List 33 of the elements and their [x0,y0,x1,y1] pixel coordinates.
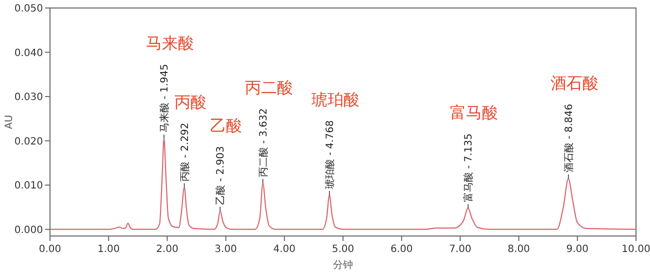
x-tick-label: 3.00 [214,244,237,255]
y-axis-title: AU [4,114,15,130]
annotation: 琥珀酸 [311,90,360,109]
annotation: 丙酸 - 2.292 [178,122,191,182]
annotation: 乙酸 [210,116,242,135]
x-tick-label: 6.00 [390,244,413,255]
y-tick-label: 0.000 [14,224,43,236]
x-tick-label: 4.00 [273,244,296,255]
x-tick-label: 2.00 [156,244,178,255]
y-tick-label: 0.040 [14,48,43,59]
y-tick-label: 0.010 [14,180,43,192]
annotation: 富马酸 [450,103,498,122]
annotation: 马来酸 [146,34,194,53]
annotation: 丙二酸 [244,78,293,97]
annotation: 酒石酸 - 8.846 [562,104,575,172]
annotation: 丙酸 [174,92,206,112]
y-tick-label: 0.030 [14,92,43,104]
x-tick-label: 7.00 [449,244,472,255]
x-tick-label: 5.00 [332,244,354,255]
y-tick-label: 0.020 [14,136,43,148]
x-tick-label: 0.00 [38,244,62,255]
annotation: 丙二酸 - 3.632 [257,108,270,177]
x-tick-label: 1.00 [97,244,120,255]
y-tick-label: 0.050 [14,4,43,14]
annotation: 富马酸 - 7.135 [462,134,475,202]
x-axis-title: 分钟 [333,259,353,271]
x-tick-label: 9.00 [566,244,589,255]
annotation: 马来酸 - 1.945 [158,64,170,133]
x-tick-label: 10.00 [622,244,650,255]
annotation: 乙酸 - 2.903 [214,146,227,205]
annotation: 酒石酸 [550,73,598,92]
x-tick-label: 8.00 [508,244,530,255]
annotation: 琥珀酸 - 4.768 [324,120,336,189]
